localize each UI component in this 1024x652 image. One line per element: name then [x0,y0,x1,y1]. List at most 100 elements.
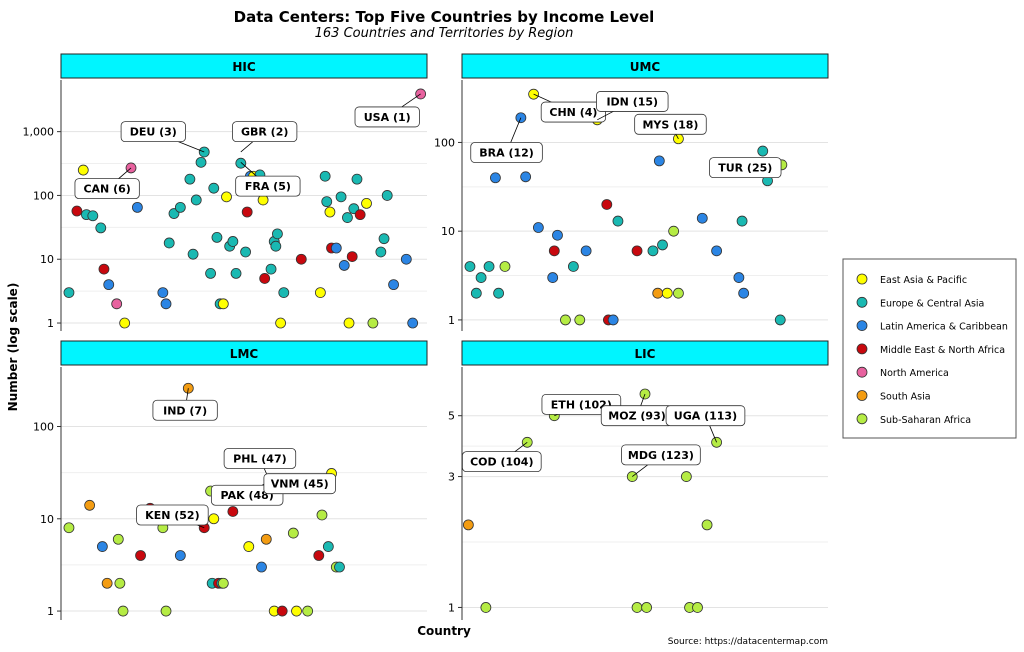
label-box [74,178,140,199]
data-point [696,212,708,224]
data-point [221,191,232,203]
data-point [324,206,336,218]
data-point [259,273,271,284]
y-tick-label: 100 [434,136,455,149]
data-point [462,519,474,531]
x-axis-label: Country [417,624,471,638]
label-box [232,121,298,143]
data-point [378,233,390,245]
data-point [119,317,131,329]
point-label: IND (7) [163,404,207,417]
data-point [314,287,326,298]
data-point [701,519,713,531]
y-tick-label: 3 [448,471,455,484]
facet-panels: HIC 1 10 100 1,000 DEU (3) GBR (2) CAN (6) FRA (… [23,53,829,620]
data-point [278,287,290,298]
data-point [480,602,492,613]
panel-lic: LIC 1 3 5 ETH (102)MOZ (93) UGA (113) COD (104… [448,340,829,620]
y-tick-label: 100 [33,421,54,434]
point-label: IDN (15) [606,95,658,108]
label-box [120,121,186,143]
data-point [733,272,745,283]
data-point [361,198,372,209]
legend-label: Sub-Saharan Africa [880,415,971,426]
point-label: PAK (48) [221,489,274,502]
data-point [381,190,393,201]
data-point [338,260,350,271]
label-box [223,448,297,469]
data-point [241,206,253,218]
point-label: BRA (12) [479,147,534,160]
data-point [757,145,769,157]
data-point [470,287,482,299]
y-tick-label: 1 [47,317,54,330]
legend-label: Middle East & North Africa [880,345,1005,356]
label-box [136,504,209,526]
legend-label: East Asia & Pacific [880,275,967,286]
legend: East Asia & Pacific Europe & Central Asia… [842,258,1017,439]
data-point [114,577,126,589]
panel-strip-label: UMC [630,60,661,74]
data-point [227,506,239,517]
label-box [235,175,301,197]
data-point [375,246,387,258]
legend-box [842,258,1017,439]
panel-hic: HIC 1 10 100 1,000 DEU (3) GBR (2) CAN (6) FRA (… [23,53,428,331]
data-point [738,287,750,299]
data-point [607,314,619,326]
data-point [227,236,239,247]
legend-label: Europe & Central Asia [880,298,984,309]
label-box [461,451,542,473]
data-point [98,263,110,275]
label-box [596,91,669,112]
data-point [574,314,586,326]
data-point [101,577,113,589]
data-point [653,155,665,167]
point-label: ETH (102) [551,398,612,411]
data-point [302,605,314,617]
data-point [111,298,123,310]
panel-strip-label: HIC [232,60,256,74]
data-point [112,533,124,545]
legend-label: South Asia [880,392,931,403]
panel-strip [461,340,829,366]
panel-strip [60,53,428,79]
data-point [184,173,196,185]
data-point [657,239,668,251]
data-point [483,261,495,272]
data-point [287,527,299,539]
chart-subtitle: 163 Countries and Territories by Region [315,26,574,41]
data-point [276,605,288,617]
legend-swatch [856,273,868,285]
legend-swatch [856,320,868,332]
data-point [77,164,89,176]
data-point [475,272,487,283]
panel-umc: UMC 1 10 100 CHN (4) IDN (15) MYS (18) BRA (12)… [434,53,829,331]
data-point [552,229,563,241]
data-point [631,602,643,613]
data-point [95,222,107,234]
y-tick-label: 10 [441,225,455,238]
data-point [205,267,216,279]
panel-strip [60,340,428,366]
legend-swatch [856,343,868,355]
y-tick-label: 1 [448,601,455,614]
label-box [709,157,782,179]
point-label: PHL (47) [233,453,286,466]
data-point [208,182,220,194]
data-point [160,298,172,310]
point-label: TUR (25) [718,162,772,175]
data-point [235,157,247,169]
data-point [291,605,302,617]
data-point [321,196,333,208]
data-point [680,471,692,482]
data-point [330,242,342,254]
data-point [208,513,220,525]
panel-strip-label: LIC [635,347,656,361]
data-point [71,205,83,217]
data-point [335,191,347,203]
data-point [195,156,207,168]
data-point [87,210,99,222]
data-point [190,194,202,206]
label-box [634,113,707,135]
